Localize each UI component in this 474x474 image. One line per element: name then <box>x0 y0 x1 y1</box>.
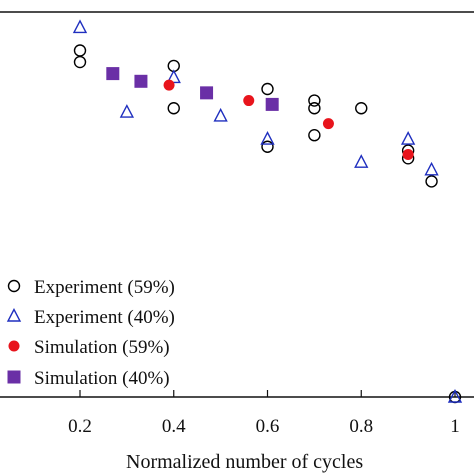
series-1-points <box>73 44 462 404</box>
data-point <box>261 82 274 96</box>
data-points <box>72 19 463 404</box>
data-point <box>400 131 416 145</box>
data-point <box>73 55 87 69</box>
series-2-points <box>72 19 463 403</box>
data-point <box>260 131 275 145</box>
legend-entry: Experiment (40%) <box>6 307 175 328</box>
data-point <box>167 102 180 115</box>
x-tick-label: 1 <box>450 416 460 437</box>
legend-marker <box>6 307 22 322</box>
data-point <box>213 107 228 122</box>
data-point <box>106 67 120 81</box>
data-point <box>402 148 414 160</box>
data-point <box>265 97 279 111</box>
data-point <box>447 388 463 403</box>
series-4-points <box>106 67 279 111</box>
data-point <box>134 74 148 88</box>
legend-label: Simulation (59%) <box>34 337 170 358</box>
legend-entry: Simulation (40%) <box>7 368 170 389</box>
legend-marker <box>7 279 21 293</box>
data-point <box>73 44 87 57</box>
legend-marker <box>7 370 21 384</box>
x-axis-label: Normalized number of cycles <box>126 451 363 473</box>
x-axis-tick-labels: 0.2 0.4 0.6 0.8 1 <box>68 416 460 437</box>
data-point <box>355 102 368 115</box>
legend-entry: Simulation (59%) <box>8 337 170 358</box>
data-point <box>163 79 175 91</box>
data-point <box>308 128 321 142</box>
data-point <box>425 175 438 188</box>
data-point <box>354 154 369 168</box>
x-tick-label: 0.8 <box>349 416 373 437</box>
data-point <box>322 118 334 130</box>
data-point <box>200 86 214 100</box>
legend-label: Experiment (40%) <box>34 307 175 328</box>
legend-label: Simulation (40%) <box>34 368 170 389</box>
x-axis-ticks <box>79 390 456 397</box>
x-tick-label: 0.2 <box>68 416 92 437</box>
legend-label: Experiment (59%) <box>34 277 175 298</box>
legend-marker <box>8 340 20 352</box>
data-point <box>243 95 255 107</box>
series-3-points <box>163 79 414 160</box>
data-point <box>119 104 135 118</box>
data-point <box>308 94 321 107</box>
legend-entry: Experiment (59%) <box>7 277 175 298</box>
data-point <box>308 102 321 115</box>
x-tick-label: 0.6 <box>256 416 280 437</box>
data-point <box>424 161 439 176</box>
data-point <box>72 19 88 34</box>
legend: Experiment (59%) Experiment (40%) Simulati… <box>6 277 175 389</box>
x-tick-label: 0.4 <box>162 416 186 437</box>
data-point <box>261 140 274 153</box>
